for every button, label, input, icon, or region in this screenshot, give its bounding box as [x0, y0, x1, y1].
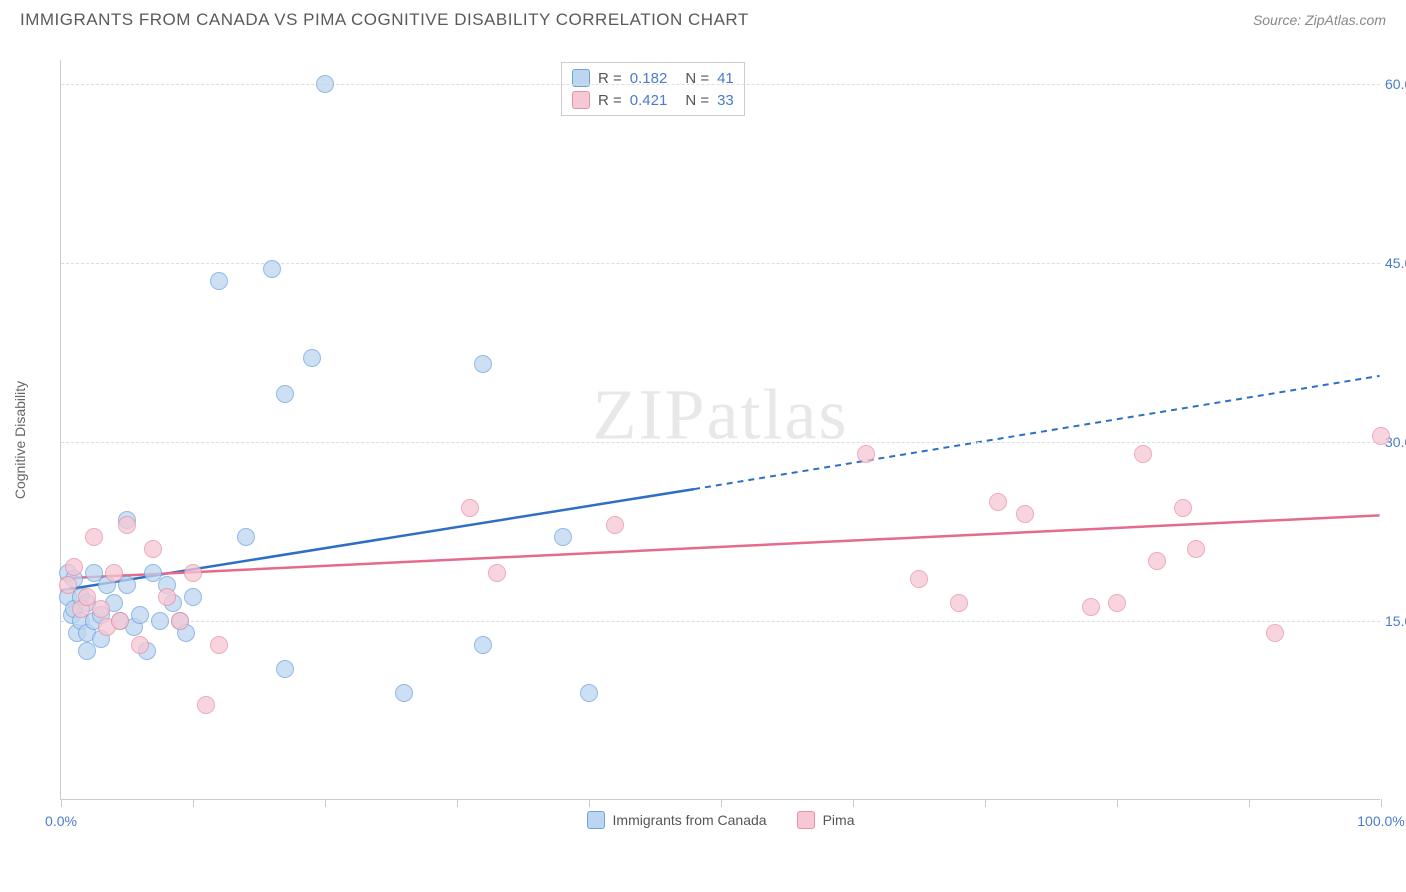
- data-point: [158, 588, 176, 606]
- data-point: [210, 272, 228, 290]
- legend-r-label: R =: [598, 92, 622, 109]
- data-point: [395, 684, 413, 702]
- bottom-legend: Immigrants from Canada Pima: [587, 811, 855, 829]
- data-point: [92, 600, 110, 618]
- grid-line: [61, 84, 1380, 85]
- data-point: [1187, 540, 1205, 558]
- legend-n-value: 33: [717, 92, 734, 109]
- data-point: [950, 594, 968, 612]
- data-point: [276, 660, 294, 678]
- legend-row: R =0.182N =41: [572, 67, 734, 89]
- y-axis-title: Cognitive Disability: [12, 381, 28, 499]
- grid-line: [61, 263, 1380, 264]
- data-point: [1082, 598, 1100, 616]
- chart-title: IMMIGRANTS FROM CANADA VS PIMA COGNITIVE…: [20, 10, 749, 30]
- data-point: [184, 564, 202, 582]
- bottom-legend-item: Immigrants from Canada: [587, 811, 767, 829]
- data-point: [184, 588, 202, 606]
- x-tick: [457, 799, 458, 807]
- data-point: [1266, 624, 1284, 642]
- data-point: [197, 696, 215, 714]
- legend-box: R =0.182N =41 R = 0.421 N = 33: [561, 62, 745, 116]
- y-tick-label: 15.0%: [1385, 613, 1406, 629]
- data-point: [488, 564, 506, 582]
- data-point: [237, 528, 255, 546]
- data-point: [1108, 594, 1126, 612]
- data-point: [461, 499, 479, 517]
- data-point: [1372, 427, 1390, 445]
- data-point: [105, 564, 123, 582]
- data-point: [580, 684, 598, 702]
- data-point: [1148, 552, 1166, 570]
- chart-container: Cognitive Disability ZIPatlas R =0.182N …: [50, 60, 1390, 820]
- watermark: ZIPatlas: [593, 373, 849, 456]
- bottom-legend-item: Pima: [797, 811, 855, 829]
- data-point: [131, 606, 149, 624]
- data-point: [474, 636, 492, 654]
- x-tick: [1381, 799, 1382, 807]
- x-tick: [985, 799, 986, 807]
- data-point: [989, 493, 1007, 511]
- data-point: [316, 75, 334, 93]
- x-tick: [61, 799, 62, 807]
- data-point: [210, 636, 228, 654]
- grid-line: [61, 621, 1380, 622]
- x-tick: [589, 799, 590, 807]
- data-point: [1134, 445, 1152, 463]
- x-tick: [1117, 799, 1118, 807]
- data-point: [606, 516, 624, 534]
- plot-area: ZIPatlas R =0.182N =41R =0.421N =33 Immi…: [60, 60, 1380, 800]
- data-point: [474, 355, 492, 373]
- data-point: [171, 612, 189, 630]
- legend-r-value: 0.421: [630, 92, 668, 109]
- legend-swatch: [587, 811, 605, 829]
- data-point: [303, 349, 321, 367]
- series-name: Pima: [823, 812, 855, 828]
- y-tick-label: 60.0%: [1385, 76, 1406, 92]
- series-name: Immigrants from Canada: [613, 812, 767, 828]
- legend-swatch: [572, 91, 590, 109]
- data-point: [857, 445, 875, 463]
- x-tick: [1249, 799, 1250, 807]
- data-point: [131, 636, 149, 654]
- source-attribution: Source: ZipAtlas.com: [1253, 12, 1386, 28]
- data-point: [910, 570, 928, 588]
- grid-line: [61, 442, 1380, 443]
- data-point: [276, 385, 294, 403]
- data-point: [111, 612, 129, 630]
- data-point: [151, 612, 169, 630]
- data-point: [59, 576, 77, 594]
- y-tick-label: 45.0%: [1385, 255, 1406, 271]
- data-point: [65, 558, 83, 576]
- legend-n-label: N =: [685, 92, 709, 109]
- data-point: [118, 516, 136, 534]
- data-point: [144, 540, 162, 558]
- data-point: [263, 260, 281, 278]
- trend-lines: [61, 60, 1380, 799]
- x-tick: [193, 799, 194, 807]
- x-tick-label: 100.0%: [1357, 813, 1404, 829]
- x-tick: [853, 799, 854, 807]
- data-point: [1174, 499, 1192, 517]
- data-point: [85, 528, 103, 546]
- legend-row: R = 0.421 N = 33: [572, 89, 734, 111]
- legend-swatch: [797, 811, 815, 829]
- x-tick: [325, 799, 326, 807]
- x-tick: [721, 799, 722, 807]
- data-point: [1016, 505, 1034, 523]
- x-tick-label: 0.0%: [45, 813, 77, 829]
- data-point: [554, 528, 572, 546]
